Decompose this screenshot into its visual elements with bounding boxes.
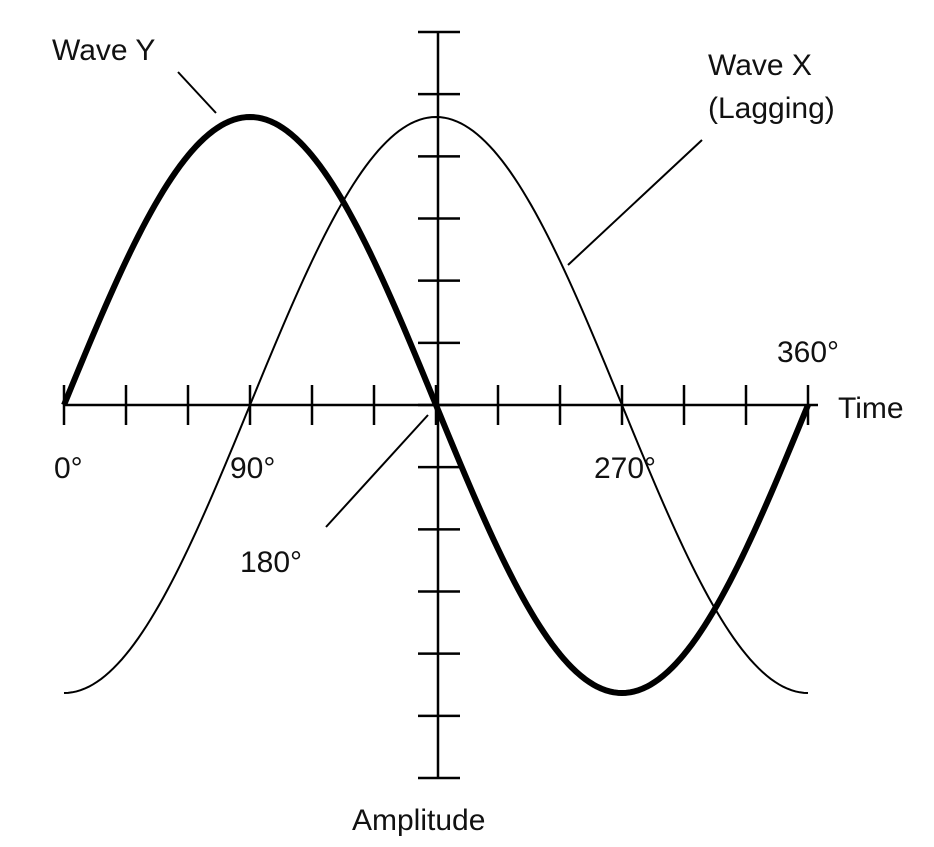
wave-y-leader [177, 71, 217, 114]
deg-180-leader [325, 414, 429, 528]
time-axis-label: Time [838, 392, 904, 425]
wave-x-leader [567, 139, 703, 266]
wave-y-label: Wave Y [52, 34, 155, 67]
degree-0-label: 0° [54, 452, 83, 485]
wave-y-curve [61, 114, 811, 696]
degree-180-label: 180° [240, 546, 302, 579]
wave-x-label: Wave X [708, 49, 812, 82]
degree-270-label: 270° [594, 452, 656, 485]
degree-360-label: 360° [777, 336, 839, 369]
wave-x-curve [63, 115, 809, 694]
leader-lines [177, 71, 703, 528]
wave-x-lagging-label: (Lagging) [708, 92, 835, 125]
axes [62, 30, 818, 780]
amplitude-ticks [418, 30, 460, 780]
degree-90-label: 90° [230, 452, 275, 485]
amplitude-axis-label: Amplitude [352, 804, 485, 837]
